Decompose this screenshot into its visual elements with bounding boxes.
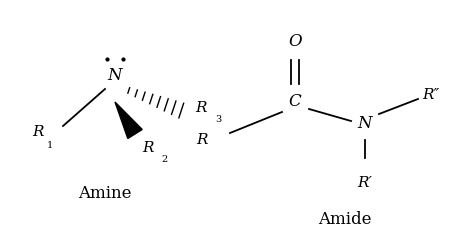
Text: 2: 2 xyxy=(162,155,168,164)
Text: R″: R″ xyxy=(422,88,439,102)
Polygon shape xyxy=(115,102,142,139)
Text: R: R xyxy=(142,141,153,155)
Text: R′: R′ xyxy=(357,176,373,190)
Text: O: O xyxy=(288,33,302,51)
Text: Amine: Amine xyxy=(78,185,132,203)
Text: R: R xyxy=(195,101,207,115)
Text: 1: 1 xyxy=(47,141,53,150)
Text: Amide: Amide xyxy=(318,211,372,227)
Text: R: R xyxy=(32,125,44,139)
Text: R: R xyxy=(197,133,208,147)
Text: 3: 3 xyxy=(215,114,221,123)
Text: C: C xyxy=(288,93,302,111)
Text: N: N xyxy=(108,68,122,84)
Text: N: N xyxy=(358,115,372,132)
